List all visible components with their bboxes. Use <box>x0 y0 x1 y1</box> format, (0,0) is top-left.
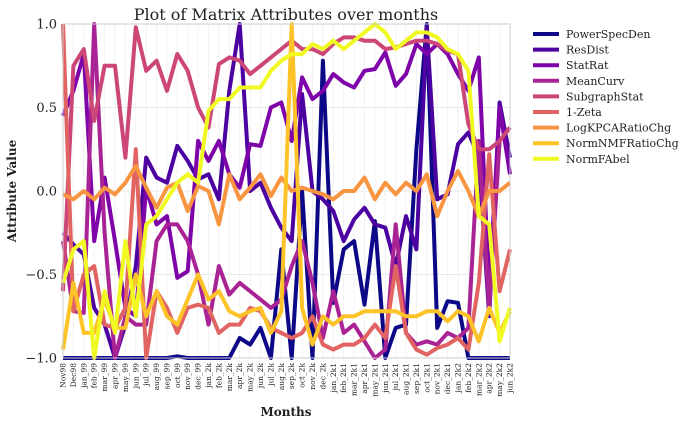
x-tick-label: sep_2k <box>287 363 296 390</box>
x-tick-label: oct_2k1 <box>422 363 431 393</box>
x-tick-labels: Nov98 Dec98 jan_99 feb_99 mar_99 apr_99 may_99… <box>59 363 515 397</box>
x-tick-label: apr_99 <box>110 363 119 389</box>
legend-label: NormFAbel <box>566 153 630 166</box>
legend-label: StatRat <box>566 59 609 72</box>
legend-label: LogKPCARatioChg <box>566 122 671 135</box>
legend-label: MeanCurv <box>566 75 625 88</box>
x-tick-label: nov_2k <box>308 363 317 390</box>
x-tick-label: feb_2k <box>214 363 223 389</box>
legend-label: NormNMFRatioChg <box>566 137 679 150</box>
x-tick-label: aug_2k <box>277 363 286 391</box>
x-tick-label: oct_99 <box>173 363 182 388</box>
y-tick-label: −1.0 <box>25 352 57 367</box>
series-line-5 <box>61 23 512 360</box>
x-tick-label: feb_99 <box>90 363 99 389</box>
x-tick-label: jun_99 <box>131 363 140 390</box>
x-tick-label: dec_99 <box>194 363 203 390</box>
x-tick-label: Nov98 <box>59 363 68 388</box>
x-tick-label: apr_2k <box>235 363 244 389</box>
x-tick-label: may_99 <box>121 363 130 392</box>
x-tick-label: dec_2k1 <box>443 363 452 394</box>
y-tick-label: −0.5 <box>25 268 57 283</box>
legend-label: PowerSpecDen <box>566 28 650 41</box>
series-line-7 <box>61 22 512 350</box>
x-tick-label: oct_2k <box>298 363 307 388</box>
x-tick-label: mar_2k <box>225 363 234 392</box>
chart-title: Plot of Matrix Attributes over months <box>134 5 438 24</box>
series-line-8 <box>61 22 512 360</box>
x-tick-label: jun_2k1 <box>381 363 390 394</box>
x-tick-label: dec_2k <box>318 363 327 390</box>
legend-label: ResDist <box>566 44 609 57</box>
x-tick-label: sep_99 <box>162 363 171 390</box>
x-tick-label: nov_2k1 <box>433 363 442 394</box>
y-tick-labels: −1.0 −0.5 0.0 0.5 1.0 <box>25 18 57 367</box>
y-tick-label: 1.0 <box>36 18 57 33</box>
x-tick-label: nov_99 <box>183 363 192 390</box>
x-axis-title: Months <box>260 405 311 419</box>
x-tick-label: jan_2k <box>204 363 213 389</box>
x-tick-label: mar_99 <box>100 363 109 392</box>
legend-label: SubgraphStat <box>566 90 644 103</box>
x-tick-label: jan_2k2 <box>454 363 463 394</box>
x-tick-label: apr_2k1 <box>360 363 369 394</box>
x-tick-label: may_2k1 <box>370 363 379 397</box>
y-axis-title: Attribute Value <box>5 139 19 243</box>
x-tick-label: may_2k <box>246 363 255 392</box>
x-tick-label: jan_99 <box>79 363 88 389</box>
x-tick-label: apr_2k2 <box>485 363 494 394</box>
x-tick-label: jul_2k1 <box>391 363 400 391</box>
x-tick-label: Dec98 <box>69 363 78 387</box>
x-tick-label: may_2k2 <box>495 363 504 397</box>
series-line-4 <box>61 25 512 292</box>
plot-frame <box>62 23 511 359</box>
x-tick-label: jul_2k <box>266 363 275 387</box>
x-tick-label: jun_2k2 <box>506 363 515 394</box>
series-line-3 <box>61 22 512 360</box>
series-line-1 <box>61 22 512 360</box>
y-tick-label: 0.0 <box>36 185 57 200</box>
legend: PowerSpecDen ResDist StatRat MeanCurv Subgra… <box>533 28 679 166</box>
x-tick-label: jan_2k1 <box>329 363 338 393</box>
x-tick-label: aug_2k1 <box>402 363 411 395</box>
legend-label: 1-Zeta <box>566 106 602 119</box>
x-tick-label: feb_2k2 <box>464 363 473 393</box>
x-tick-label: mar_2k1 <box>350 363 359 396</box>
x-tick-label: feb_2k1 <box>339 363 348 393</box>
x-tick-label: jul_99 <box>142 363 151 387</box>
x-tick-label: aug_99 <box>152 363 161 391</box>
x-tick-label: jun_2k <box>256 363 265 390</box>
series-lines <box>61 22 512 360</box>
y-tick-label: 0.5 <box>36 101 57 116</box>
x-tick-label: sep_2k1 <box>412 363 421 394</box>
x-tick-label: mar_2k2 <box>474 363 483 396</box>
